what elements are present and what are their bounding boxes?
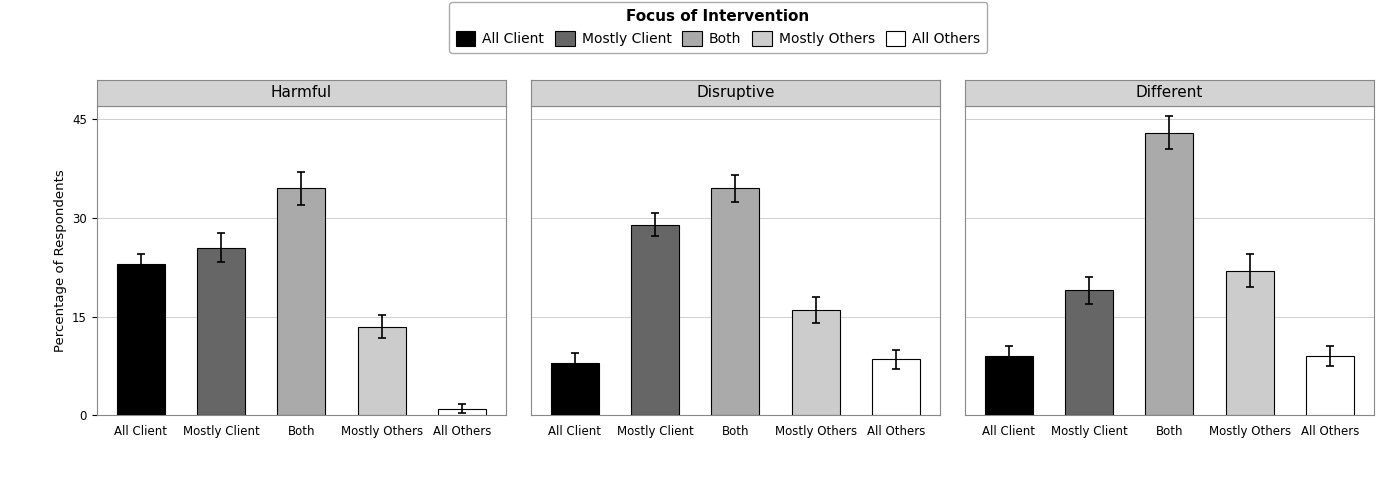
Text: Different: Different (1135, 85, 1203, 100)
Bar (278, 188, 326, 415)
Bar (197, 248, 246, 415)
Bar (358, 327, 406, 415)
Text: Disruptive: Disruptive (696, 85, 775, 100)
Bar (438, 409, 486, 415)
Bar (1306, 356, 1353, 415)
Bar (791, 310, 840, 415)
Bar (985, 356, 1033, 415)
Bar (631, 225, 679, 415)
Bar (1145, 132, 1193, 415)
Text: Harmful: Harmful (271, 85, 331, 100)
Legend: All Client, Mostly Client, Both, Mostly Others, All Others: All Client, Mostly Client, Both, Mostly … (449, 2, 987, 53)
Bar (871, 359, 920, 415)
Bar (1065, 290, 1113, 415)
Y-axis label: Percentage of Respondents: Percentage of Respondents (54, 170, 66, 352)
Bar (551, 363, 599, 415)
Bar (117, 264, 164, 415)
Bar (1225, 270, 1273, 415)
Bar (711, 188, 760, 415)
